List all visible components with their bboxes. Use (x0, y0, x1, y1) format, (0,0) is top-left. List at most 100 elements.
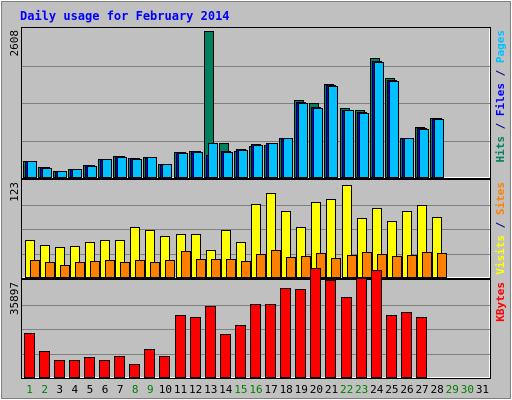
x-tick-label-9: 9 (147, 383, 154, 396)
chart-title: Daily usage for February 2014 (20, 9, 230, 23)
legend-entry: / (494, 215, 507, 235)
bar-sites-day-21 (331, 258, 341, 278)
bar-pages-day-4 (72, 169, 82, 178)
legend-entry: Sites (494, 182, 507, 215)
bar-kbytes-day-10 (159, 356, 170, 378)
bar-pages-day-13 (208, 143, 218, 178)
bar-kbytes-day-27 (416, 317, 427, 378)
legend-entry: Files (494, 83, 507, 116)
bar-pages-day-20 (313, 108, 323, 178)
x-tick-label-1: 1 (26, 383, 33, 396)
bar-pages-day-10 (162, 164, 172, 178)
bar-sites-day-2 (45, 262, 55, 278)
x-tick-label-18: 18 (280, 383, 293, 396)
bar-kbytes-day-5 (84, 357, 95, 378)
x-tick-label-21: 21 (325, 383, 338, 396)
x-tick-label-31: 31 (476, 383, 489, 396)
bar-pages-day-2 (42, 168, 52, 178)
bar-sites-day-6 (105, 260, 115, 278)
bar-kbytes-day-7 (114, 356, 125, 378)
legend-entry: KBytes (494, 282, 507, 322)
bar-kbytes-day-19 (295, 289, 306, 378)
bar-pages-day-15 (238, 150, 248, 178)
bar-kbytes-day-26 (401, 312, 412, 378)
y-max-label: 123 (8, 182, 21, 202)
bar-kbytes-day-22 (341, 297, 352, 378)
bar-pages-day-21 (328, 86, 338, 178)
x-tick-label-7: 7 (117, 383, 124, 396)
panel-border (21, 279, 491, 379)
y-max-label: 2608 (8, 30, 21, 57)
bar-pages-day-12 (193, 152, 203, 178)
x-tick-label-13: 13 (204, 383, 217, 396)
x-tick-label-27: 27 (415, 383, 428, 396)
bar-kbytes-day-13 (205, 306, 216, 378)
bar-kbytes-day-1 (24, 333, 35, 378)
bar-sites-day-14 (226, 259, 236, 278)
bar-kbytes-day-25 (386, 315, 397, 378)
bar-sites-day-27 (422, 252, 432, 278)
bar-pages-day-27 (419, 129, 429, 178)
bar-kbytes-day-2 (39, 351, 50, 378)
x-tick-label-2: 2 (41, 383, 48, 396)
bar-pages-day-18 (283, 138, 293, 178)
bar-sites-day-3 (60, 265, 70, 278)
bar-sites-day-7 (120, 262, 130, 278)
x-tick-label-14: 14 (219, 383, 233, 396)
bar-pages-day-24 (374, 62, 384, 178)
bar-pages-day-3 (57, 171, 67, 178)
x-tick-label-30: 30 (461, 383, 474, 396)
bar-pages-day-9 (147, 157, 157, 178)
x-tick-label-6: 6 (102, 383, 109, 396)
panel-border (21, 27, 491, 179)
bar-kbytes-day-11 (175, 315, 186, 378)
x-tick-label-17: 17 (264, 383, 277, 396)
x-tick-label-28: 28 (431, 383, 444, 396)
x-tick-label-22: 22 (340, 383, 353, 396)
bar-pages-day-5 (87, 166, 97, 178)
bar-sites-day-11 (181, 251, 191, 278)
x-tick-label-5: 5 (87, 383, 94, 396)
bar-pages-day-1 (27, 161, 37, 178)
panel-border (21, 179, 491, 279)
x-tick-label-26: 26 (400, 383, 413, 396)
x-tick-label-24: 24 (370, 383, 384, 396)
bar-kbytes-day-20 (310, 268, 321, 378)
bar-kbytes-day-12 (190, 317, 201, 378)
bar-pages-day-22 (344, 110, 354, 178)
bar-sites-day-25 (392, 256, 402, 278)
bar-pages-day-16 (253, 145, 263, 178)
bar-pages-day-6 (102, 159, 112, 178)
y-max-label: 35897 (8, 282, 21, 315)
bar-pages-day-28 (434, 119, 444, 178)
bar-kbytes-day-8 (129, 364, 140, 378)
bar-kbytes-day-16 (250, 304, 261, 378)
x-tick-label-3: 3 (56, 383, 63, 396)
bar-sites-day-9 (150, 262, 160, 278)
bar-sites-day-8 (135, 260, 145, 278)
bar-sites-day-15 (241, 261, 251, 278)
legend-entry: Hits (494, 136, 507, 163)
bar-sites-day-4 (75, 262, 85, 278)
bar-kbytes-day-21 (325, 280, 336, 378)
bar-kbytes-day-18 (280, 288, 291, 378)
bar-sites-day-1 (30, 260, 40, 278)
bar-pages-day-23 (359, 113, 369, 178)
x-tick-label-12: 12 (189, 383, 202, 396)
bar-kbytes-day-3 (54, 360, 65, 378)
x-tick-label-29: 29 (446, 383, 459, 396)
bar-sites-day-28 (437, 253, 447, 278)
bar-sites-day-16 (256, 254, 266, 278)
bar-pages-day-7 (117, 157, 127, 178)
bar-sites-day-23 (362, 252, 372, 278)
bar-pages-day-17 (268, 143, 278, 178)
bar-kbytes-day-23 (356, 278, 367, 378)
x-axis-tick-labels: 1 2 3 4 5 6 7 8 9 10 11 12 13 14 15 16 17 18 19 20 21 22 23 24 2… (26, 383, 489, 396)
series-legend: KBytes (494, 282, 507, 322)
x-tick-label-8: 8 (132, 383, 139, 396)
panel-pages-files-hits: 2608 Hits / Files / Pages (8, 27, 507, 179)
bar-sites-day-5 (90, 261, 100, 278)
legend-entry: Visits (494, 235, 507, 275)
